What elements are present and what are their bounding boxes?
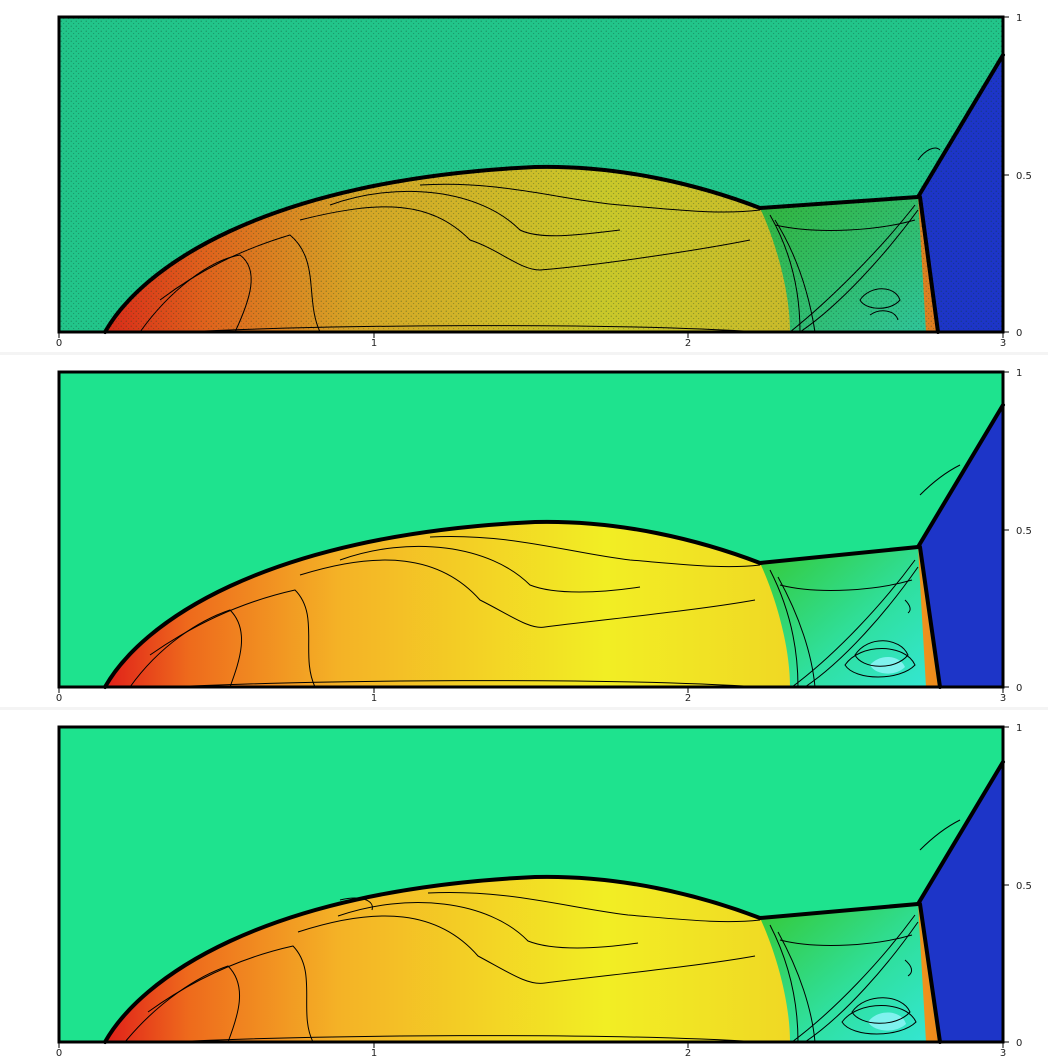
y-tick-0-5: 0.5 xyxy=(1016,526,1032,537)
contour-lines xyxy=(139,147,941,333)
x-tick-0: 0 xyxy=(56,1048,62,1059)
inflow-region xyxy=(920,762,1003,1042)
x-tick-2: 2 xyxy=(685,338,691,349)
shock-lines xyxy=(103,403,1005,689)
panel-separator xyxy=(0,707,1048,711)
x-tick-3: 3 xyxy=(1000,1048,1006,1059)
x-tick-3: 3 xyxy=(1000,338,1006,349)
oblique-shock xyxy=(916,53,1005,199)
mach-stem xyxy=(918,545,942,689)
mesh-overlay xyxy=(59,17,1003,332)
x-tick-0: 0 xyxy=(56,693,62,704)
reflected-shock xyxy=(758,545,920,565)
x-tick-1: 1 xyxy=(371,693,377,704)
y-tick-1: 1 xyxy=(1016,13,1022,24)
axis-ticks xyxy=(58,371,1009,693)
x-tick-0: 0 xyxy=(56,338,62,349)
oblique-shock xyxy=(916,760,1005,906)
axis-ticks xyxy=(58,726,1009,1048)
panel-separator xyxy=(0,352,1048,356)
mach-region xyxy=(760,904,926,1042)
y-tick-0-5: 0.5 xyxy=(1016,171,1032,182)
x-tick-3: 3 xyxy=(1000,693,1006,704)
shock-lines xyxy=(103,53,1005,334)
y-tick-0: 0 xyxy=(1016,683,1022,694)
solution-panel-b: 0 1 2 3 1 0.5 0 xyxy=(0,710,1048,1060)
mach-region xyxy=(760,547,926,687)
x-tick-2: 2 xyxy=(685,693,691,704)
y-tick-0-5: 0.5 xyxy=(1016,881,1032,892)
contour-lines xyxy=(124,819,961,1043)
inflow-region xyxy=(920,405,1003,687)
y-tick-0: 0 xyxy=(1016,1038,1022,1049)
mesh-plot: 0 1 2 3 1 0.5 0 xyxy=(56,13,1032,349)
y-tick-1: 1 xyxy=(1016,368,1022,379)
contour-lines xyxy=(129,464,961,688)
mach-stem xyxy=(918,902,942,1044)
solution-plot-a: 0 1 2 3 1 0.5 0 xyxy=(56,368,1032,704)
x-tick-1: 1 xyxy=(371,338,377,349)
mesh-panel: 0 1 2 3 1 0.5 0 xyxy=(0,0,1048,350)
bow-shock xyxy=(103,164,762,334)
oblique-shock xyxy=(916,403,1005,549)
x-tick-1: 1 xyxy=(371,1048,377,1059)
shock-lines xyxy=(103,760,1005,1044)
y-tick-1: 1 xyxy=(1016,723,1022,734)
post-shock-region xyxy=(105,521,938,687)
solution-plot-b: 0 1 2 3 1 0.5 0 xyxy=(56,723,1032,1059)
bow-shock xyxy=(103,874,762,1044)
post-shock-region xyxy=(105,876,938,1042)
x-tick-2: 2 xyxy=(685,1048,691,1059)
bow-shock xyxy=(103,519,762,689)
reflected-shock xyxy=(758,902,920,920)
cyan-pocket xyxy=(868,1012,906,1031)
mach-stem xyxy=(918,195,940,334)
axis-ticks xyxy=(58,16,1009,338)
solution-panel-a: 0 1 2 3 1 0.5 0 xyxy=(0,355,1048,705)
reflected-shock xyxy=(758,195,920,210)
y-tick-0: 0 xyxy=(1016,328,1022,339)
